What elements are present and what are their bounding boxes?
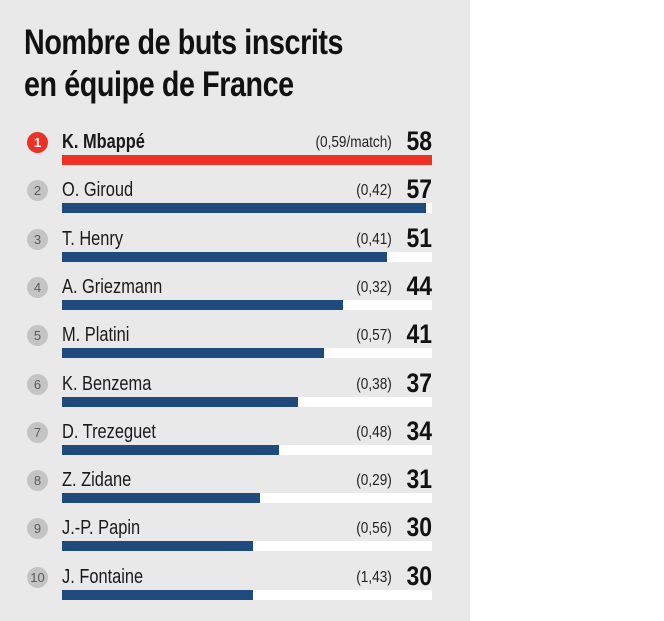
goals-value-label: 44 <box>406 270 432 301</box>
player-name-label: J.-P. Papin <box>62 517 141 540</box>
player-name-label: O. Giroud <box>62 179 134 202</box>
goals-value-label: 30 <box>406 512 432 543</box>
bar-track <box>62 155 432 165</box>
player-name-label: M. Platini <box>62 324 130 347</box>
player-name-label: K. Benzema <box>62 372 152 395</box>
bar <box>62 348 324 359</box>
bar-row: 5 M. Platini (0,57) 41 <box>0 319 470 369</box>
player-name-label: K. Mbappé <box>62 131 145 153</box>
bar-row: 8 Z. Zidane (0,29) 31 <box>0 464 470 514</box>
goals-per-match-label: (1,43) <box>356 568 392 586</box>
chart-title-line-2: en équipe de France <box>24 65 294 104</box>
chart-title: Nombre de buts inscrits en équipe de Fra… <box>24 22 344 106</box>
goals-value-label: 57 <box>406 174 432 205</box>
bar <box>62 541 254 552</box>
bar-row: 1 K. Mbappé (0,59/match) 58 <box>0 126 470 176</box>
player-name-label: Z. Zidane <box>62 469 132 492</box>
bar <box>62 155 432 165</box>
player-name-label: J. Fontaine <box>62 565 144 588</box>
bar <box>62 493 260 504</box>
bar <box>62 396 299 407</box>
goals-per-match-label: (0,41) <box>356 230 392 248</box>
bar <box>62 251 388 262</box>
goals-value-label: 51 <box>406 222 432 253</box>
goals-value-label: 34 <box>406 415 432 446</box>
rank-badge: 7 <box>27 421 48 443</box>
bar-track <box>62 396 432 407</box>
player-name-label: A. Griezmann <box>62 275 163 298</box>
player-name-label: T. Henry <box>62 227 124 250</box>
bar-row: 4 A. Griezmann (0,32) 44 <box>0 271 470 321</box>
rank-badge: 1 <box>27 132 48 153</box>
bar-track <box>62 299 432 310</box>
rank-badge: 2 <box>27 180 48 202</box>
bar-row: 3 T. Henry (0,41) 51 <box>0 223 470 273</box>
rank-badge: 5 <box>27 325 48 347</box>
bar <box>62 444 279 455</box>
rank-badge: 4 <box>27 276 48 298</box>
goals-value-label: 30 <box>406 560 432 591</box>
goals-per-match-label: (0,56) <box>356 520 392 538</box>
goals-per-match-label: (0,59/match) <box>315 134 392 151</box>
goals-per-match-label: (0,38) <box>356 375 392 393</box>
bar-row: 6 K. Benzema (0,38) 37 <box>0 368 470 418</box>
goals-value-label: 41 <box>406 319 432 350</box>
goals-value-label: 31 <box>406 464 432 495</box>
bar-track <box>62 251 432 262</box>
rank-badge: 3 <box>27 228 48 250</box>
rank-badge: 6 <box>27 373 48 395</box>
bar-row: 2 O. Giroud (0,42) 57 <box>0 174 470 224</box>
rank-badge: 9 <box>27 518 48 540</box>
bar-track <box>62 203 432 214</box>
goals-per-match-label: (0,29) <box>356 472 392 490</box>
rank-badge: 10 <box>27 566 48 588</box>
bar-track <box>62 589 432 600</box>
goals-per-match-label: (0,32) <box>356 278 392 296</box>
bar <box>62 203 426 214</box>
player-name-label: D. Trezeguet <box>62 420 156 443</box>
goals-per-match-label: (0,48) <box>356 423 392 441</box>
goals-per-match-label: (0,42) <box>356 182 392 200</box>
bar-row: 10 J. Fontaine (1,43) 30 <box>0 561 470 611</box>
goals-per-match-label: (0,57) <box>356 327 392 345</box>
bar <box>62 299 343 310</box>
bar-row: 7 D. Trezeguet (0,48) 34 <box>0 416 470 466</box>
bar-track <box>62 493 432 504</box>
bar-track <box>62 541 432 552</box>
chart-title-line-1: Nombre de buts inscrits <box>24 23 344 62</box>
rank-badge: 8 <box>27 470 48 492</box>
bar-track <box>62 444 432 455</box>
goals-value-label: 37 <box>406 367 432 398</box>
bar <box>62 589 254 600</box>
bar-row: 9 J.-P. Papin (0,56) 30 <box>0 512 470 562</box>
goals-value-label: 58 <box>406 126 432 156</box>
chart-card: Nombre de buts inscrits en équipe de Fra… <box>0 0 470 621</box>
bar-track <box>62 348 432 359</box>
